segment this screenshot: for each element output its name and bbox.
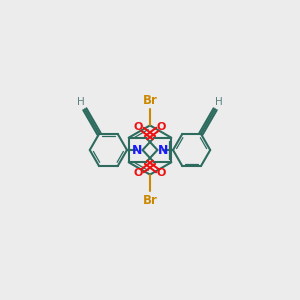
Text: N: N: [132, 143, 142, 157]
Text: O: O: [134, 122, 143, 132]
Text: O: O: [157, 168, 166, 178]
Text: Br: Br: [142, 194, 158, 206]
Text: Br: Br: [142, 94, 158, 106]
Text: H: H: [215, 97, 223, 107]
Text: N: N: [158, 143, 168, 157]
Text: H: H: [77, 97, 85, 107]
Text: O: O: [157, 122, 166, 132]
Text: O: O: [134, 168, 143, 178]
